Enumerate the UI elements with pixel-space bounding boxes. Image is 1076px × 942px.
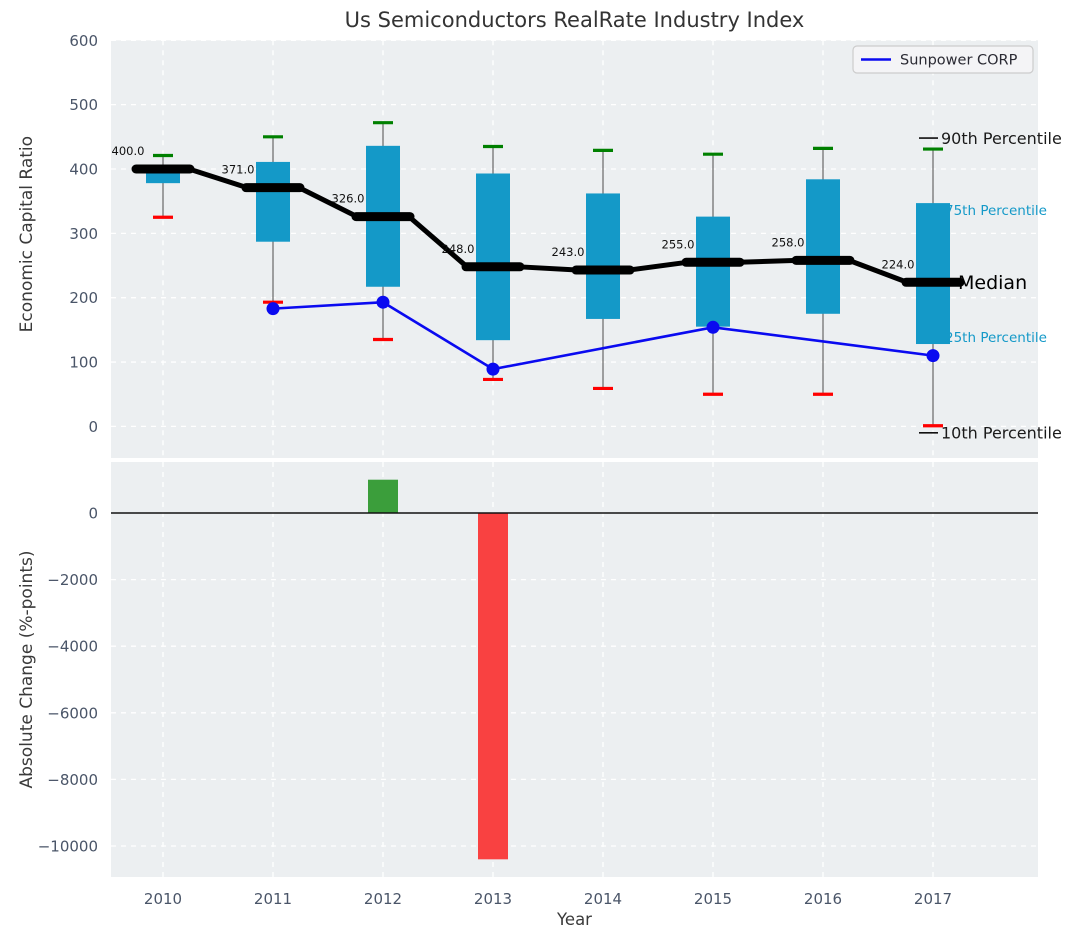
- xtick-label: 2014: [584, 890, 622, 908]
- bottom-ytick-label: 0: [88, 505, 98, 523]
- sunpower-marker: [376, 295, 390, 309]
- iqr-box: [256, 161, 290, 242]
- median-value-label: 248.0: [442, 242, 475, 256]
- median-connector: [407, 214, 469, 269]
- legend-box: [852, 45, 1034, 74]
- annotation-75th-percentile: 75th Percentile: [945, 203, 1047, 219]
- sunpower-marker: [266, 302, 280, 316]
- median-connector: [848, 258, 908, 285]
- median-connector: [188, 166, 248, 191]
- bottom-ytick-label: −6000: [47, 704, 98, 722]
- top-ytick-label: 100: [69, 354, 98, 372]
- xtick-label: 2013: [474, 890, 512, 908]
- bottom-ytick-label: −2000: [47, 571, 98, 589]
- iqr-box: [916, 203, 950, 345]
- legend-label: Sunpower CORP: [900, 53, 1018, 69]
- top-y-axis-title: Economic Capital Ratio: [17, 136, 37, 332]
- xtick-label: 2011: [254, 890, 292, 908]
- annotation-median: Median: [958, 272, 1027, 294]
- change-bar-positive: [368, 479, 398, 513]
- annotation-25th-percentile: 25th Percentile: [945, 330, 1047, 346]
- annotation-90th-percentile: 90th Percentile: [941, 129, 1062, 148]
- top-ytick-label: 500: [69, 96, 98, 114]
- top-ytick-label: 200: [69, 289, 98, 307]
- median-value-label: 258.0: [772, 235, 805, 249]
- xtick-label: 2012: [364, 890, 402, 908]
- xtick-label: 2010: [144, 890, 182, 908]
- median-connector: [628, 259, 688, 273]
- sunpower-marker: [706, 320, 720, 334]
- sunpower-marker: [486, 362, 500, 376]
- median-connector: [518, 264, 578, 273]
- median-value-label: 224.0: [882, 257, 915, 271]
- bottom-ytick-label: −10000: [38, 838, 98, 856]
- top-ytick-label: 300: [69, 225, 98, 243]
- median-value-label: 371.0: [222, 163, 255, 177]
- sunpower-marker: [926, 349, 940, 363]
- bottom-ytick-label: −8000: [47, 771, 98, 789]
- median-value-label: 400.0: [112, 144, 145, 158]
- annotation-10th-percentile: 10th Percentile: [941, 424, 1062, 443]
- xtick-label: 2016: [804, 890, 842, 908]
- change-bar-negative: [478, 513, 508, 860]
- bottom-y-axis-title: Absolute Change (%-points): [17, 551, 37, 789]
- iqr-box: [476, 173, 510, 341]
- median-connector: [297, 185, 359, 219]
- median-value-label: 243.0: [552, 245, 585, 259]
- iqr-box: [586, 193, 620, 319]
- top-ytick-label: 0: [88, 418, 98, 436]
- bottom-ytick-label: −4000: [47, 638, 98, 656]
- median-value-label: 255.0: [662, 237, 695, 251]
- bottom-plot-background: [111, 462, 1038, 877]
- chart-title: Us Semiconductors RealRate Industry Inde…: [345, 8, 805, 32]
- top-ytick-label: 400: [69, 161, 98, 179]
- top-plot-background: [111, 40, 1038, 459]
- median-connector: [738, 257, 798, 265]
- median-value-label: 326.0: [332, 192, 365, 206]
- iqr-box: [806, 179, 840, 314]
- x-axis-title: Year: [556, 910, 592, 929]
- iqr-box: [696, 216, 730, 327]
- xtick-label: 2017: [914, 890, 952, 908]
- top-ytick-label: 600: [69, 32, 98, 50]
- xtick-label: 2015: [694, 890, 732, 908]
